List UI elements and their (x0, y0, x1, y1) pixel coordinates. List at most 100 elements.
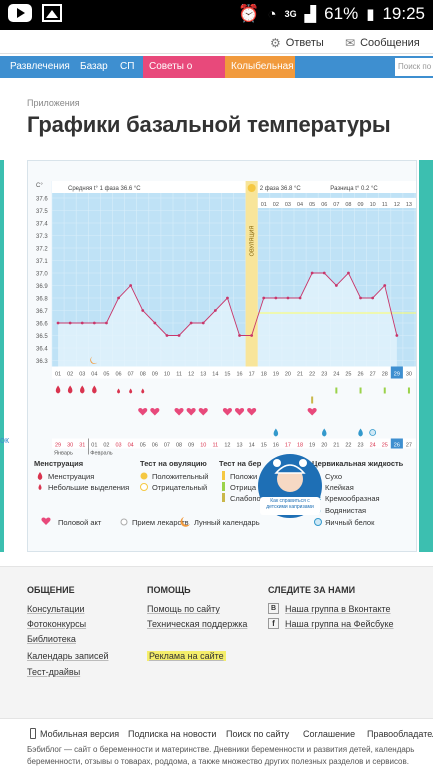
temperature-point (274, 296, 278, 300)
day-label: 14 (212, 372, 218, 378)
current-day-highlight (390, 366, 403, 379)
footer-col1-title: ОБЩЕНИЕ (27, 585, 75, 595)
temperature-point (165, 334, 169, 337)
y-tick-label: 36.8 (36, 297, 48, 303)
footer-link-vk[interactable]: Наша группа в Вконтакте (285, 604, 391, 614)
day-label: 15 (224, 372, 230, 378)
day-label: 23 (321, 372, 327, 378)
nav-item-sp[interactable]: СП (120, 61, 135, 72)
calendar-date-label: 14 (249, 443, 255, 449)
calendar-date-label: 13 (236, 443, 242, 449)
legend-menstruation: Менструация (48, 472, 94, 481)
menstruation-marker (67, 385, 73, 394)
temperature-point (310, 271, 314, 275)
nav-item-care-tips[interactable]: Советы о заботе (143, 56, 225, 94)
battery-icon: ▮ (366, 6, 375, 23)
bbt-chart-container: 37.6 37.5 37.4 37.3 37.2 37.1 37.0 36.9 36.8 36.7… (27, 160, 417, 552)
calendar-date-label: 22 (345, 443, 351, 449)
day-label: 21 (297, 372, 303, 378)
messages-link[interactable]: ✉ Сообщения (345, 36, 420, 50)
calendar-date-label: 08 (176, 443, 182, 449)
bottom-link-rights[interactable]: Правообладателям (367, 729, 433, 739)
preg-test-marker (335, 387, 338, 394)
search-input[interactable]: Поиск по (395, 58, 433, 76)
calendar-date-label: 24 (370, 443, 376, 449)
footer-link-photocontests[interactable]: Фотоконкурсы (27, 619, 87, 629)
answers-label: Ответы (285, 37, 324, 49)
footer-link-consultations[interactable]: Консультации (27, 604, 85, 614)
cervical-egg-white-marker (369, 429, 377, 436)
breadcrumb[interactable]: Приложения (27, 98, 80, 108)
intercourse-marker (222, 408, 232, 416)
intercourse-marker (174, 408, 184, 416)
main-nav: Развлечения Базар СП Советы о заботе Кол… (0, 56, 433, 94)
calendar-date-label: 07 (164, 443, 170, 449)
temperature-point (322, 271, 326, 275)
legend-preg-positive: Положи (230, 472, 257, 481)
calendar-date-label: 26 (394, 443, 400, 449)
legend-preg-weak: Слабопо (230, 494, 261, 503)
temperature-point (177, 334, 181, 337)
day-label: 07 (128, 372, 134, 378)
network-type: 3G (284, 9, 297, 19)
left-cut-text[interactable]: ок (0, 435, 9, 445)
footer-link-ads[interactable]: Реклама на сайте (147, 651, 226, 661)
day-label: 16 (236, 372, 242, 378)
footer-link-fb[interactable]: Наша группа на Фейсбуке (285, 619, 394, 629)
site-description: Бэбиблог — сайт о беременности и материн… (27, 745, 415, 766)
y-tick-label: 37.5 (36, 209, 48, 215)
left-accent-bar (0, 160, 4, 552)
hat-ear-right (299, 459, 307, 467)
temperature-point (262, 296, 266, 300)
footer-link-library[interactable]: Библиотека (27, 634, 76, 644)
footer-link-help[interactable]: Помощь по сайту (147, 604, 220, 614)
calendar-date-label: 10 (200, 443, 206, 449)
legend-watery: Водянистая (325, 506, 366, 515)
promo-badge[interactable]: Как справиться с детскими капризами (258, 454, 322, 518)
answers-link[interactable]: ⚙ Ответы (270, 36, 324, 50)
bottom-bar: Мобильная версия Подписка на новости Пои… (0, 718, 433, 770)
promo-text: Как справиться с детскими капризами (266, 498, 314, 510)
cervical-watery-marker (273, 428, 279, 437)
bottom-link-agreement[interactable]: Соглашение (303, 729, 356, 739)
legend-creamy: Кремообразная (325, 494, 380, 503)
nav-item-bazaar[interactable]: Базар (80, 61, 108, 72)
calendar-date-label: 16 (273, 443, 279, 449)
bottom-link-subscribe[interactable]: Подписка на новости (128, 729, 217, 739)
day-label: 10 (164, 372, 170, 378)
gear-icon: ⚙ (270, 36, 281, 50)
legend-egg-white: Яичный белок (325, 518, 375, 527)
cycle-day-label: 09 (357, 202, 363, 208)
blood-drop-icon (37, 472, 43, 480)
ovulation-band (245, 181, 258, 367)
menstruation-marker (92, 385, 97, 394)
temperature-point (201, 321, 205, 325)
intercourse-marker (186, 408, 196, 416)
cycle-day-label: 07 (333, 202, 339, 208)
footer-link-calendar[interactable]: Календарь записей (27, 651, 109, 661)
calendar-date-label: 25 (382, 443, 388, 449)
preg-test-marker (407, 387, 410, 394)
cycle-day-label: 08 (345, 202, 351, 208)
cycle-day-label: 11 (382, 202, 388, 208)
footer-link-support[interactable]: Техническая поддержка (147, 619, 248, 629)
legend-light-discharge: Небольшие выделения (48, 483, 129, 492)
egg-white-icon (314, 518, 322, 526)
bottom-link-mobile[interactable]: Мобильная версия (40, 729, 120, 739)
day-label: 20 (285, 372, 291, 378)
promo-label-bg (260, 497, 320, 515)
nav-item-lullaby[interactable]: Колыбельная (225, 56, 295, 78)
intercourse-marker (150, 408, 160, 416)
cycle-day-label: 02 (273, 202, 279, 208)
calendar-date-label: 20 (321, 443, 327, 449)
temperature-point (286, 296, 290, 300)
calendar-date-label: 19 (309, 443, 315, 449)
calendar-date-label: 04 (128, 443, 134, 449)
status-bar: ⏰ ◔ 3G ▟ 61% ▮ 19:25 (0, 0, 433, 30)
bottom-link-search[interactable]: Поиск по сайту (226, 729, 290, 739)
nav-item-entertainment[interactable]: Развлечения (10, 61, 70, 72)
cycle-day-label: 13 (406, 202, 412, 208)
day-label: 09 (152, 372, 158, 378)
footer-link-testdrives[interactable]: Тест-драйвы (27, 667, 81, 677)
phase-header-bg (52, 181, 416, 193)
